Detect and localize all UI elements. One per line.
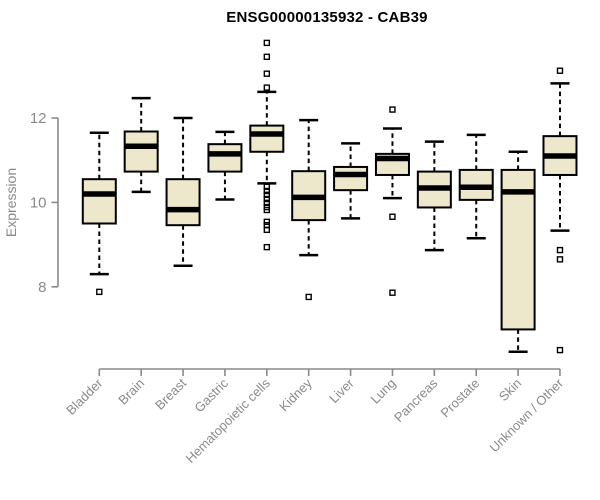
outlier-point (305, 293, 312, 301)
outlier-point (263, 199, 271, 207)
outlier-point (556, 256, 564, 263)
x-tick-label: Breast (152, 375, 189, 412)
outlier-point (263, 195, 271, 203)
x-tick-label: Bladder (63, 375, 106, 418)
x-tick-label: Unknown / Other (487, 375, 567, 455)
outlier-point (556, 67, 564, 74)
outlier-point (263, 183, 271, 190)
boxplot-liver (333, 142, 369, 220)
y-tick-label: 10 (30, 195, 47, 212)
y-tick-label: 8 (38, 279, 46, 296)
y-axis-label: Expression (3, 168, 19, 237)
x-tick-label: Kidney (276, 375, 315, 414)
outlier-point (389, 213, 396, 220)
x-tick-label: Liver (326, 375, 357, 406)
y-tick-label: 12 (30, 110, 47, 127)
box-rect (249, 124, 285, 153)
boxplot-breast (165, 116, 201, 267)
boxplot-kidney (291, 118, 327, 301)
boxplot-bladder (81, 131, 117, 296)
x-tick-label: Gastric (191, 375, 231, 415)
boxplot-prostate (458, 133, 494, 240)
x-tick-label: Skin (496, 376, 524, 404)
chart-title: ENSG00000135932 - CAB39 (226, 9, 428, 26)
box-rect (207, 143, 243, 173)
outlier-point (96, 288, 103, 296)
outlier-point (263, 84, 271, 91)
outlier-point (389, 106, 396, 113)
boxplot-unknown-other (542, 67, 578, 354)
box-rect (333, 165, 369, 192)
outlier-point (263, 243, 271, 251)
outlier-point (263, 53, 271, 61)
x-tick-label: Brain (115, 376, 147, 408)
outlier-point (556, 246, 564, 254)
box-rect (500, 168, 536, 331)
box-rect (81, 178, 117, 225)
x-tick-label: Prostate (437, 376, 482, 421)
outlier-point (263, 70, 271, 77)
outlier-point (263, 206, 271, 214)
boxplot-pancreas (416, 140, 452, 252)
boxplot-lung (374, 106, 410, 296)
boxplot-hematopoietic-cells (249, 39, 285, 251)
box-rect (165, 178, 201, 227)
boxplot-skin (500, 150, 536, 354)
boxplot-brain (123, 96, 159, 194)
outlier-point (263, 187, 271, 195)
outlier-point (263, 218, 271, 226)
outlier-point (389, 289, 396, 296)
outlier-point (263, 226, 271, 234)
boxplot-gastric (207, 130, 243, 201)
outlier-point (556, 346, 564, 354)
x-tick-label: Lung (368, 376, 399, 407)
x-tick-label: Pancreas (391, 375, 441, 425)
outlier-point (263, 191, 271, 199)
box-rect (123, 130, 159, 173)
outlier-point (263, 39, 271, 47)
